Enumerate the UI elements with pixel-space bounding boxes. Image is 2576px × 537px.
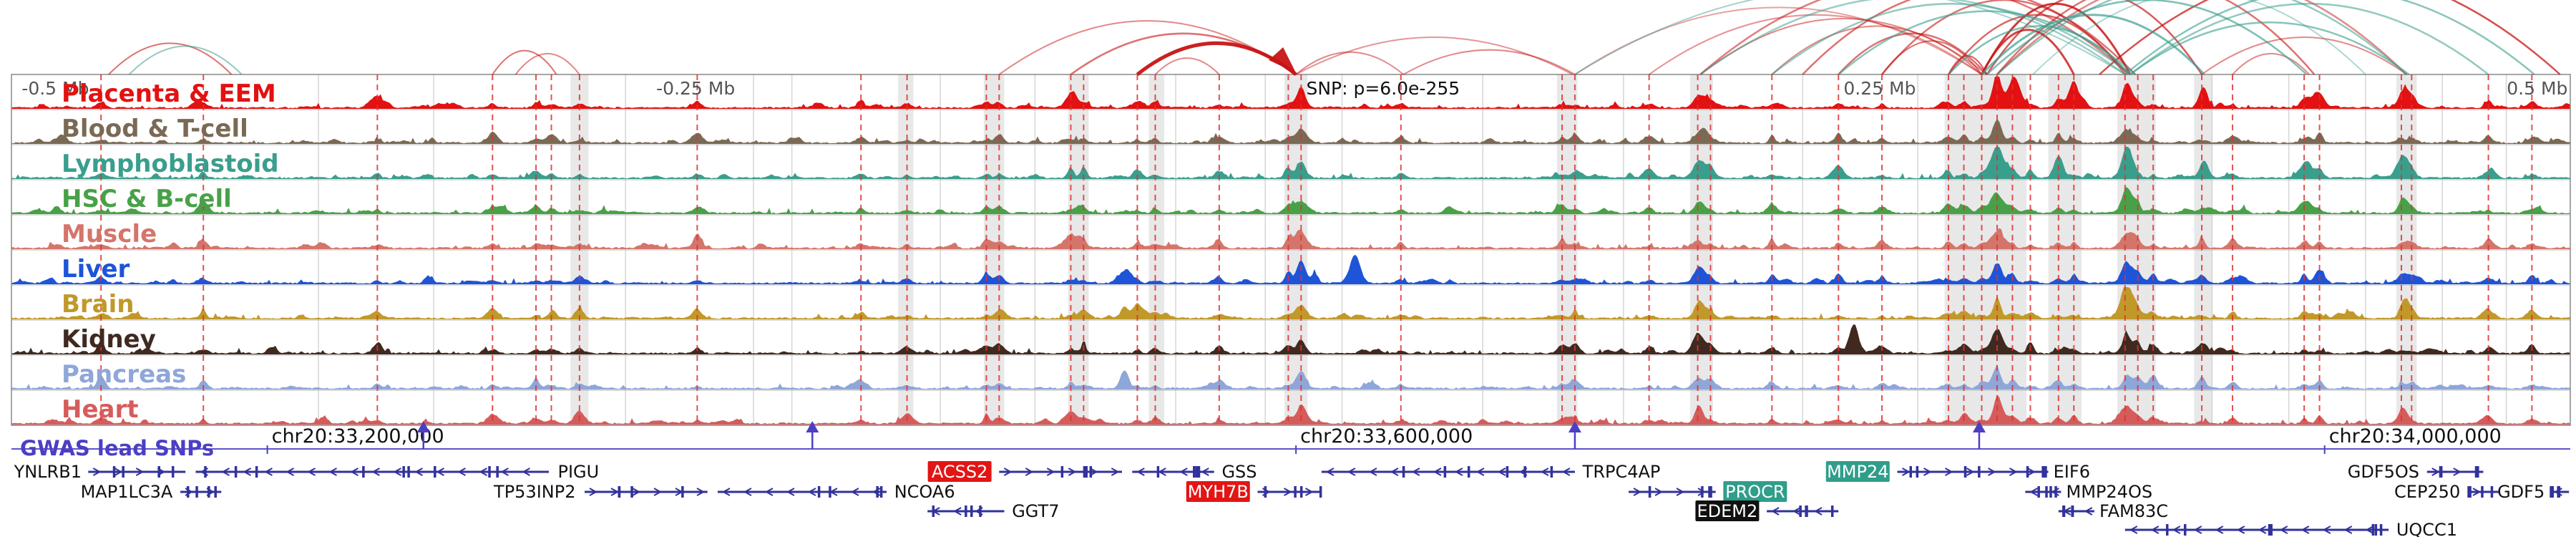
interaction-arcs	[108, 0, 2561, 76]
gene-label: CEP250	[2394, 482, 2460, 502]
gene-myh7b: MYH7B	[1186, 481, 1322, 502]
gene-label: MMP24OS	[2067, 482, 2153, 502]
gene-acss2: ACSS2	[927, 461, 1122, 482]
gene-label: YNLRB1	[14, 462, 82, 482]
gene-label: UQCC1	[2396, 520, 2457, 537]
gene-ggt7: GGT7	[927, 501, 1059, 521]
axis-label: 0.25 Mb	[1843, 78, 1916, 99]
signal-track-hsc-b-cell	[11, 187, 2570, 214]
gene-uqcc1: UQCC1	[2124, 520, 2457, 537]
gene-trpc4ap: TRPC4AP	[1321, 462, 1661, 482]
gene-mmp24: MMP24	[1825, 461, 2023, 482]
axis-label: -0.5 Mb	[21, 78, 89, 99]
lead-snp-marker	[1568, 421, 1581, 432]
gene-highlight-box	[1825, 461, 1890, 482]
signal-track-lymphoblastoid	[11, 147, 2570, 179]
gene-gss: GSS	[1132, 462, 1257, 482]
gene-label: GGT7	[1012, 501, 1059, 521]
signal-track-heart	[11, 395, 2570, 425]
gene-edem2: EDEM2	[1695, 500, 1839, 521]
lead-snp-marker	[806, 421, 819, 432]
gene-ynlrb1: YNLRB1	[14, 462, 186, 482]
gene-label: GDF5OS	[2348, 462, 2419, 482]
signal-track-blood-t-cell	[11, 119, 2570, 144]
gene-label: FAM83C	[2099, 501, 2168, 521]
snp-dashed-lines	[100, 74, 2533, 425]
gene-map1lc3a: MAP1LC3A	[81, 482, 222, 502]
axis-label: -0.25 Mb	[656, 78, 735, 99]
signal-track-pancreas	[11, 364, 2570, 390]
signal-track-liver	[11, 254, 2570, 284]
track-label: Placenta & EEM	[62, 79, 276, 108]
gene-label: PIGU	[557, 462, 599, 482]
track-label: Muscle	[62, 220, 157, 248]
gene-eif6: EIF6	[2022, 462, 2090, 482]
gene-label: EIF6	[2054, 462, 2090, 482]
lead-snp-marker	[416, 421, 430, 432]
coordinate-label: chr20:33,600,000	[1300, 425, 1473, 448]
gene-label: TP53INP2	[493, 482, 575, 502]
gene-cep250: CEP250	[2394, 482, 2499, 502]
signal-track-kidney	[11, 324, 2570, 354]
gene-pigu: PIGU	[195, 462, 599, 482]
gene-fam83c: FAM83C	[2058, 501, 2168, 521]
gene-highlight-box	[1695, 500, 1760, 521]
signal-track-placenta-eem	[11, 77, 2570, 109]
track-label: Liver	[62, 255, 130, 284]
panel-border	[11, 74, 2571, 426]
gene-label: GDF5	[2497, 482, 2545, 502]
gene-highlight-box	[927, 461, 992, 482]
signal-tracks	[11, 77, 2570, 425]
snp-pvalue-label: SNP: p=6.0e-255	[1306, 78, 1460, 99]
track-labels: Placenta & EEM Blood & T-cell Lymphoblasto…	[62, 79, 279, 424]
snp-arc-arrowhead	[1269, 47, 1297, 73]
gene-label: EDEM2	[1697, 501, 1758, 521]
gene-highlight-box	[1186, 481, 1250, 502]
track-label: Kidney	[62, 325, 156, 354]
gwas-track-label: GWAS lead SNPs	[20, 436, 214, 460]
track-label: Heart	[62, 395, 138, 424]
gene-gdf5: GDF5	[2497, 482, 2570, 502]
gwas-lead-snps-track: chr20:33,200,000 chr20:33,600,000 chr20:34…	[11, 421, 2570, 460]
gene-label: MAP1LC3A	[81, 482, 173, 502]
gene-ncoa6: NCOA6	[717, 482, 955, 502]
gene-label: MMP24	[1827, 462, 1888, 482]
lead-snp-marker	[1972, 421, 1986, 432]
signal-track-brain	[11, 287, 2570, 319]
gene-label: ACSS2	[932, 462, 988, 482]
gene-label: NCOA6	[894, 482, 955, 502]
gene-label: TRPC4AP	[1582, 462, 1661, 482]
track-label: HSC & B-cell	[62, 185, 232, 213]
gene-procr: PROCR	[1629, 481, 1787, 502]
gene-tp53inp2: TP53INP2	[493, 482, 708, 502]
gene-highlight-box	[1723, 481, 1787, 502]
coordinate-label: chr20:34,000,000	[2329, 425, 2502, 448]
gene-label: PROCR	[1725, 482, 1785, 502]
track-label: Pancreas	[62, 360, 186, 389]
gene-label: GSS	[1221, 462, 1257, 482]
gene-label: MYH7B	[1188, 482, 1249, 502]
signal-track-muscle	[11, 228, 2570, 249]
axis-label: 0.5 Mb	[2507, 78, 2567, 99]
coordinate-label: chr20:33,200,000	[272, 425, 444, 448]
axis-labels: -0.5 Mb -0.25 Mb 0.25 Mb 0.5 Mb SNP: p=6.0e-…	[21, 78, 2567, 99]
gene-gdf5os: GDF5OS	[2348, 462, 2484, 482]
track-label: Brain	[62, 290, 135, 319]
track-label: Lymphoblastoid	[62, 150, 279, 178]
gene-mmp24os: MMP24OS	[2025, 482, 2152, 502]
track-label: Blood & T-cell	[62, 115, 248, 143]
